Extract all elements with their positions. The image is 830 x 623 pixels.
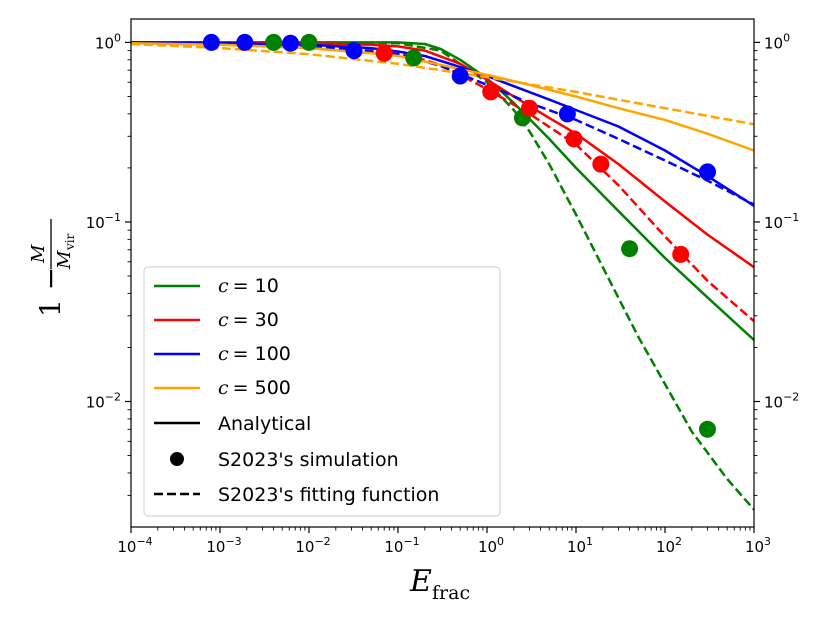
y-axis-title-den: M <box>54 250 75 270</box>
x-tick-label: 10−4 <box>117 535 152 556</box>
x-axis-title: E frac <box>409 564 470 604</box>
y-left-tick-label: 100 <box>95 31 121 52</box>
legend-entry-analytical: Analytical <box>154 413 311 435</box>
x-tick-label: 100 <box>478 535 504 556</box>
legend-label-c30: c = 30 <box>218 309 279 331</box>
series-c10-sim-point <box>265 33 283 51</box>
series-c10-sim-point <box>621 240 639 258</box>
legend-label-analytical: Analytical <box>218 413 311 435</box>
legend-entry-c30: c = 30 <box>154 309 279 331</box>
legend-entry-simulation: S2023's simulation <box>170 449 399 471</box>
y-left-tick-label: 10−1 <box>86 211 121 232</box>
series-c30-sim-point <box>565 130 583 148</box>
legend-label-fitting: S2023's fitting function <box>218 484 439 506</box>
series-c10-sim-point <box>699 420 716 438</box>
series-c100-sim-point <box>345 42 363 60</box>
y-right-tick-label: 10−1 <box>764 211 799 232</box>
y-right-tick-label: 10−2 <box>764 391 799 412</box>
series-c500-fit-line <box>130 42 755 126</box>
series-c100-sim-point <box>451 67 469 85</box>
plot-frame <box>130 18 755 528</box>
x-tick-label: 10−2 <box>295 535 330 556</box>
y-axis-title: 1 − M M vir <box>28 219 77 317</box>
series-layer <box>130 33 755 511</box>
x-tick-label: 101 <box>567 535 593 556</box>
legend-swatch-simulation <box>170 452 184 466</box>
legend-entry-c10: c = 10 <box>154 275 279 297</box>
legend-label-c10: c = 10 <box>218 275 279 297</box>
legend-box <box>143 266 501 517</box>
legend-entry-fitting: S2023's fitting function <box>154 484 439 506</box>
legend-entry-c500: c = 500 <box>154 377 291 399</box>
series-c30-sim-point <box>521 99 538 117</box>
series-c100-sim-point <box>282 34 299 52</box>
y-right-tick-label: 100 <box>764 31 790 52</box>
legend: c = 10 c = 30 c = 100 c = 500 Analytical <box>143 266 501 517</box>
series-c30-sim-point <box>672 245 690 263</box>
series-c100-sim-point <box>202 33 220 51</box>
x-tick-label: 102 <box>656 535 682 556</box>
series-c10-sim-point <box>405 49 423 67</box>
x-tick-label: 10−3 <box>206 535 241 556</box>
x-axis-title-sub: frac <box>432 582 470 604</box>
y-axis-title-num: M <box>28 244 49 264</box>
series-c30-sim-point <box>592 155 610 173</box>
series-c30-analytical-line <box>131 41 755 269</box>
y-axis-title-den-sub: vir <box>63 233 77 251</box>
series-c10-sim-point <box>300 33 318 51</box>
legend-label-c100: c = 100 <box>218 343 291 365</box>
series-c100-sim-point <box>236 33 254 51</box>
x-tick-label: 10−1 <box>384 535 419 556</box>
legend-entry-c100: c = 100 <box>154 343 291 365</box>
series-c30-sim-point <box>375 44 393 62</box>
axes-layer: 10−4 10−3 10−2 10−1 100 101 102 103 10−2 10−2 10−1… <box>86 31 800 556</box>
x-tick-label: 103 <box>745 535 771 556</box>
legend-label-c500: c = 500 <box>218 377 291 399</box>
series-c100-sim-point <box>699 163 716 181</box>
series-c100-fit-line <box>130 41 755 206</box>
series-c100-sim-point <box>558 105 576 123</box>
series-c30-sim-point <box>482 83 500 101</box>
x-axis-title-base: E <box>409 564 432 599</box>
y-axis-title-prefix: 1 − <box>34 267 67 317</box>
legend-label-simulation: S2023's simulation <box>218 449 399 471</box>
series-c500-analytical-line <box>130 41 755 152</box>
y-left-tick-label: 10−2 <box>86 391 121 412</box>
